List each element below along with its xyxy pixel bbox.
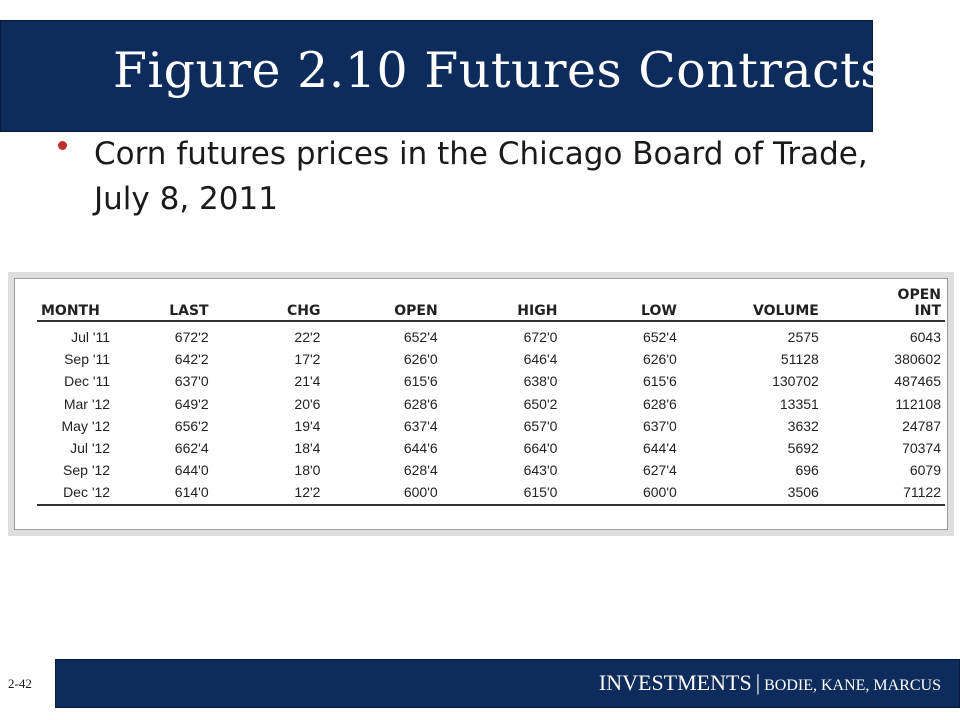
cell-volume: 696	[795, 462, 819, 479]
cell-open-int: 24787	[902, 417, 941, 434]
cell-volume: 3506	[680, 481, 823, 506]
table-row: Dec '11 637'0 21'4 615'6 638'0 615'6 130…	[37, 370, 945, 392]
cell-low: 637'0	[642, 417, 677, 434]
cell-volume: 130702	[772, 373, 819, 390]
cell-chg: 22'2	[294, 329, 321, 346]
footer-credit: INVESTMENTS | BODIE, KANE, MARCUS	[599, 670, 941, 696]
cell-high: 672'0	[523, 329, 558, 346]
cell-last: 644'0	[174, 462, 209, 479]
cell-open-int: 487465	[894, 373, 941, 390]
cell-volume: 13351	[779, 395, 819, 412]
cell-high: 615'0	[441, 481, 562, 506]
cell-chg: 17'2	[294, 351, 321, 368]
cell-last: 642'2	[174, 351, 209, 368]
cell-chg: 21'4	[294, 373, 321, 390]
cell-chg: 19'4	[294, 417, 321, 434]
cell-month: Jul '12	[70, 440, 111, 457]
cell-month: Jul '11	[71, 329, 111, 346]
cell-open-int: 6043	[909, 329, 941, 346]
header-high: HIGH	[441, 287, 562, 322]
cell-open: 628'4	[403, 462, 438, 479]
header-open: OPEN	[324, 287, 442, 322]
footer-authors: BODIE, KANE, MARCUS	[764, 677, 941, 694]
cell-open: 652'4	[403, 329, 438, 346]
footer-title: INVESTMENTS	[598, 670, 752, 695]
cell-open-int: 70374	[902, 440, 941, 457]
page-number: 2-42	[8, 676, 32, 691]
figure-panel: MONTH LAST CHG OPEN HIGH LOW VOLUME OPEN…	[14, 278, 948, 530]
header-open-int: OPEN INT	[822, 287, 945, 322]
cell-last: 649'2	[174, 395, 209, 412]
cell-open-int: 6079	[909, 462, 941, 479]
cell-high: 643'0	[523, 462, 558, 479]
cell-volume: 2575	[787, 329, 819, 346]
table-header-row: MONTH LAST CHG OPEN HIGH LOW VOLUME OPEN…	[37, 287, 945, 322]
cell-last: 672'2	[174, 329, 209, 346]
cell-volume: 3632	[787, 417, 819, 434]
header-last: LAST	[114, 287, 213, 322]
cell-month: Dec '12	[37, 481, 115, 506]
footer-bar: INVESTMENTS | BODIE, KANE, MARCUS	[55, 659, 960, 708]
cell-open: 628'6	[403, 395, 438, 412]
bullet-icon	[58, 141, 67, 150]
cell-low: 600'0	[561, 481, 681, 506]
futures-table: MONTH LAST CHG OPEN HIGH LOW VOLUME OPEN…	[37, 287, 945, 506]
cell-month: Sep '11	[64, 351, 111, 368]
cell-month: Sep '12	[63, 462, 111, 479]
table-row: Jul '12 662'4 18'4 644'6 664'0 644'4 569…	[37, 437, 945, 459]
table-row: May '12 656'2 19'4 637'4 657'0 637'0 363…	[37, 415, 945, 437]
header-low: LOW	[561, 287, 681, 322]
cell-chg: 12'2	[212, 481, 325, 506]
cell-low: 626'0	[642, 351, 677, 368]
cell-open-int: 71122	[822, 481, 945, 506]
slide-title: Figure 2.10 Futures Contracts	[113, 42, 886, 99]
cell-low: 615'6	[642, 373, 677, 390]
cell-volume: 51128	[780, 351, 819, 368]
table-row: Mar '12 649'2 20'6 628'6 650'2 628'6 133…	[37, 393, 945, 415]
cell-open-int: 380602	[894, 351, 941, 368]
cell-month: Mar '12	[63, 395, 111, 412]
cell-volume: 5692	[787, 440, 819, 457]
cell-last: 614'0	[114, 481, 213, 506]
cell-open: 600'0	[324, 481, 442, 506]
table-row: Dec '12 614'0 12'2 600'0 615'0 600'0 350…	[37, 481, 945, 506]
cell-high: 646'4	[523, 351, 558, 368]
cell-open: 615'6	[403, 373, 438, 390]
cell-low: 628'6	[642, 395, 677, 412]
table-row: Sep '11 642'2 17'2 626'0 646'4 626'0 511…	[37, 348, 945, 370]
cell-last: 662'4	[174, 440, 209, 457]
cell-last: 637'0	[174, 373, 209, 390]
cell-high: 650'2	[523, 395, 558, 412]
cell-month: May '12	[61, 417, 111, 434]
cell-low: 644'4	[642, 440, 677, 457]
footer-separator: |	[755, 670, 761, 695]
table-row: Sep '12 644'0 18'0 628'4 643'0 627'4 696…	[37, 459, 945, 481]
cell-month: Dec '11	[64, 373, 111, 390]
cell-low: 652'4	[642, 329, 677, 346]
header-chg: CHG	[212, 287, 325, 322]
title-bar	[0, 20, 873, 132]
cell-open: 644'6	[403, 440, 438, 457]
cell-high: 657'0	[523, 417, 558, 434]
table-row: Jul '11 672'2 22'2 652'4 672'0 652'4 257…	[37, 321, 945, 348]
cell-last: 656'2	[174, 417, 209, 434]
figure-frame: MONTH LAST CHG OPEN HIGH LOW VOLUME OPEN…	[8, 272, 954, 536]
cell-open-int: 112108	[895, 395, 941, 412]
bullet-text: Corn futures prices in the Chicago Board…	[94, 136, 868, 217]
cell-chg: 20'6	[294, 395, 321, 412]
cell-high: 664'0	[523, 440, 558, 457]
cell-high: 638'0	[523, 373, 558, 390]
cell-open: 637'4	[403, 417, 438, 434]
cell-open: 626'0	[403, 351, 438, 368]
cell-chg: 18'4	[294, 440, 321, 457]
header-month: MONTH	[37, 287, 115, 322]
header-volume: VOLUME	[680, 287, 823, 322]
cell-chg: 18'0	[294, 462, 321, 479]
cell-low: 627'4	[642, 462, 677, 479]
